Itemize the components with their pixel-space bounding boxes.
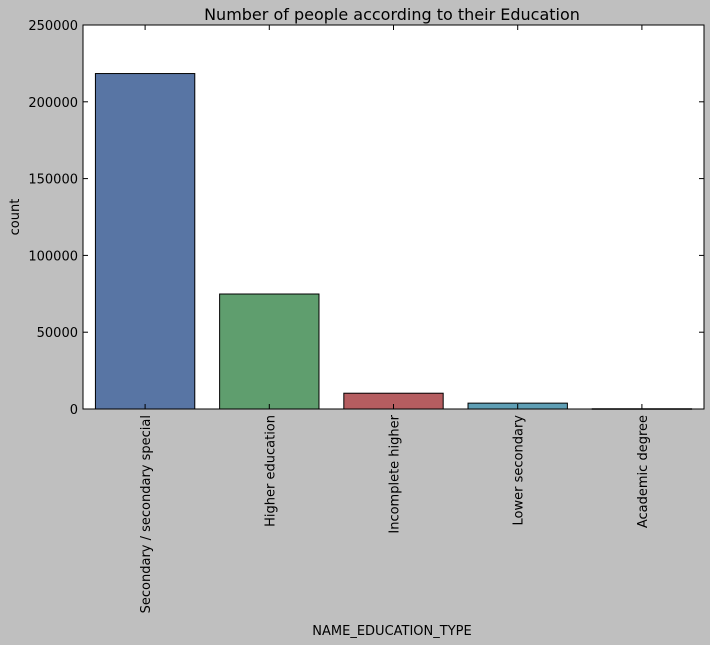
y-tick-label: 0 — [70, 403, 78, 418]
y-tick-label: 200000 — [28, 96, 78, 111]
y-tick-label: 100000 — [28, 249, 78, 264]
bar-2 — [219, 293, 320, 410]
x-tick-label: Academic degree — [636, 415, 651, 528]
x-axis-ticks: Secondary / secondary special Higher educ… — [139, 25, 651, 613]
y-tick-label: 50000 — [37, 326, 78, 341]
y-axis-ticks: 0 50000 100000 150000 200000 250000 — [28, 19, 704, 418]
x-tick-label: Incomplete higher — [388, 414, 403, 533]
x-tick-label: Higher education — [263, 415, 278, 527]
x-axis-label: NAME_EDUCATION_TYPE — [312, 624, 471, 639]
x-tick-label: Lower secondary — [512, 415, 527, 526]
x-tick-label: Secondary / secondary special — [139, 415, 154, 613]
chart-title: Number of people according to their Educ… — [204, 5, 580, 24]
bar-1 — [94, 73, 196, 410]
y-tick-label: 150000 — [28, 173, 78, 188]
plot-frame — [82, 24, 705, 410]
y-tick-label: 250000 — [28, 19, 78, 34]
bars-group — [94, 73, 693, 410]
y-axis-label: count — [8, 199, 23, 236]
